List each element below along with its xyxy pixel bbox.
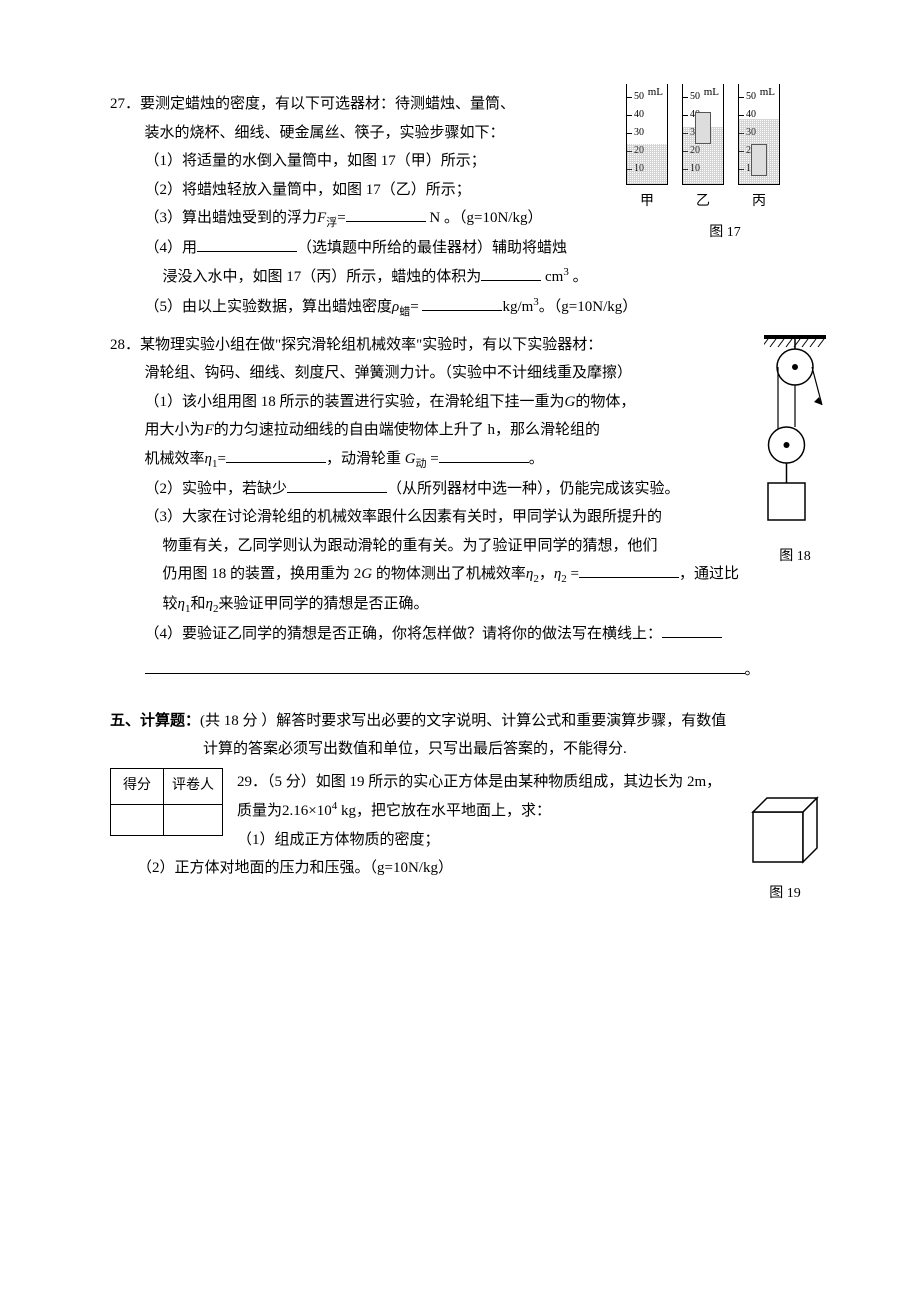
question-28: 28．某物理实验小组在做"探究滑轮组机械效率"实验时，有以下实验器材： 滑轮组、… [110,331,830,685]
cylinder-b: mL 50 40 30 20 10 乙 [682,84,724,216]
score-table: 得分评卷人 [110,768,223,836]
q27-number: 27． [110,96,140,112]
grader-header: 评卷人 [164,768,223,804]
cylinder-c: mL 50 40 30 20 10 丙 [738,84,780,216]
cylinder-c-label: 丙 [738,189,780,216]
figure-17-caption: 图 17 [620,220,830,247]
q27-part5: （5）由以上实验数据，算出蜡烛密度ρ蜡= kg/m3。（g=10N/kg） [110,292,830,323]
cylinder-a: mL 50 40 30 20 10 甲 [626,84,668,216]
pulley-icon [764,335,826,530]
q29-part2: （2）正方体对地面的压力和压强。（g=10N/kg） [110,854,830,883]
blank-method-1[interactable] [662,622,722,638]
q28-part2: （2）实验中，若缺少（从所列器材中选一种），仍能完成该实验。 [110,475,830,504]
section-5-heading: 五、计算题：(共 18 分 ）解答时要求写出必要的文字说明、计算公式和重要演算步… [110,707,830,736]
q28-part4: （4）要验证乙同学的猜想是否正确，你将怎样做？请将你的做法写在横线上： [110,620,830,649]
q29-number: 29． [237,774,267,790]
figure-17: mL 50 40 30 20 10 甲 mL 50 40 30 [620,90,830,246]
blank-volume[interactable] [481,265,541,281]
blank-method-2[interactable] [145,658,745,674]
figure-18-caption: 图 18 [760,544,830,571]
blank-buoyancy[interactable] [346,206,426,222]
blank-eta1[interactable] [226,447,326,463]
blank-gd[interactable] [439,447,529,463]
q28-number: 28． [110,337,140,353]
cylinder-a-label: 甲 [626,189,668,216]
grader-cell[interactable] [164,804,223,835]
cube-icon [745,794,825,866]
figure-18: 图 18 [760,335,830,571]
blank-tool[interactable] [197,236,297,252]
q28-part3: （3）大家在讨论滑轮组的机械效率跟什么因素有关时，甲同学认为跟所提升的 [110,503,830,532]
blank-missing-tool[interactable] [287,477,387,493]
score-cell[interactable] [111,804,164,835]
figure-19: 图 19 [740,794,830,907]
score-header: 得分 [111,768,164,804]
q28-part1: （1）该小组用图 18 所示的装置进行实验，在滑轮组下挂一重为G的物体， [110,388,830,417]
cylinder-b-label: 乙 [682,189,724,216]
blank-density[interactable] [422,295,502,311]
figure-19-caption: 图 19 [740,881,830,908]
blank-eta2[interactable] [579,562,679,578]
